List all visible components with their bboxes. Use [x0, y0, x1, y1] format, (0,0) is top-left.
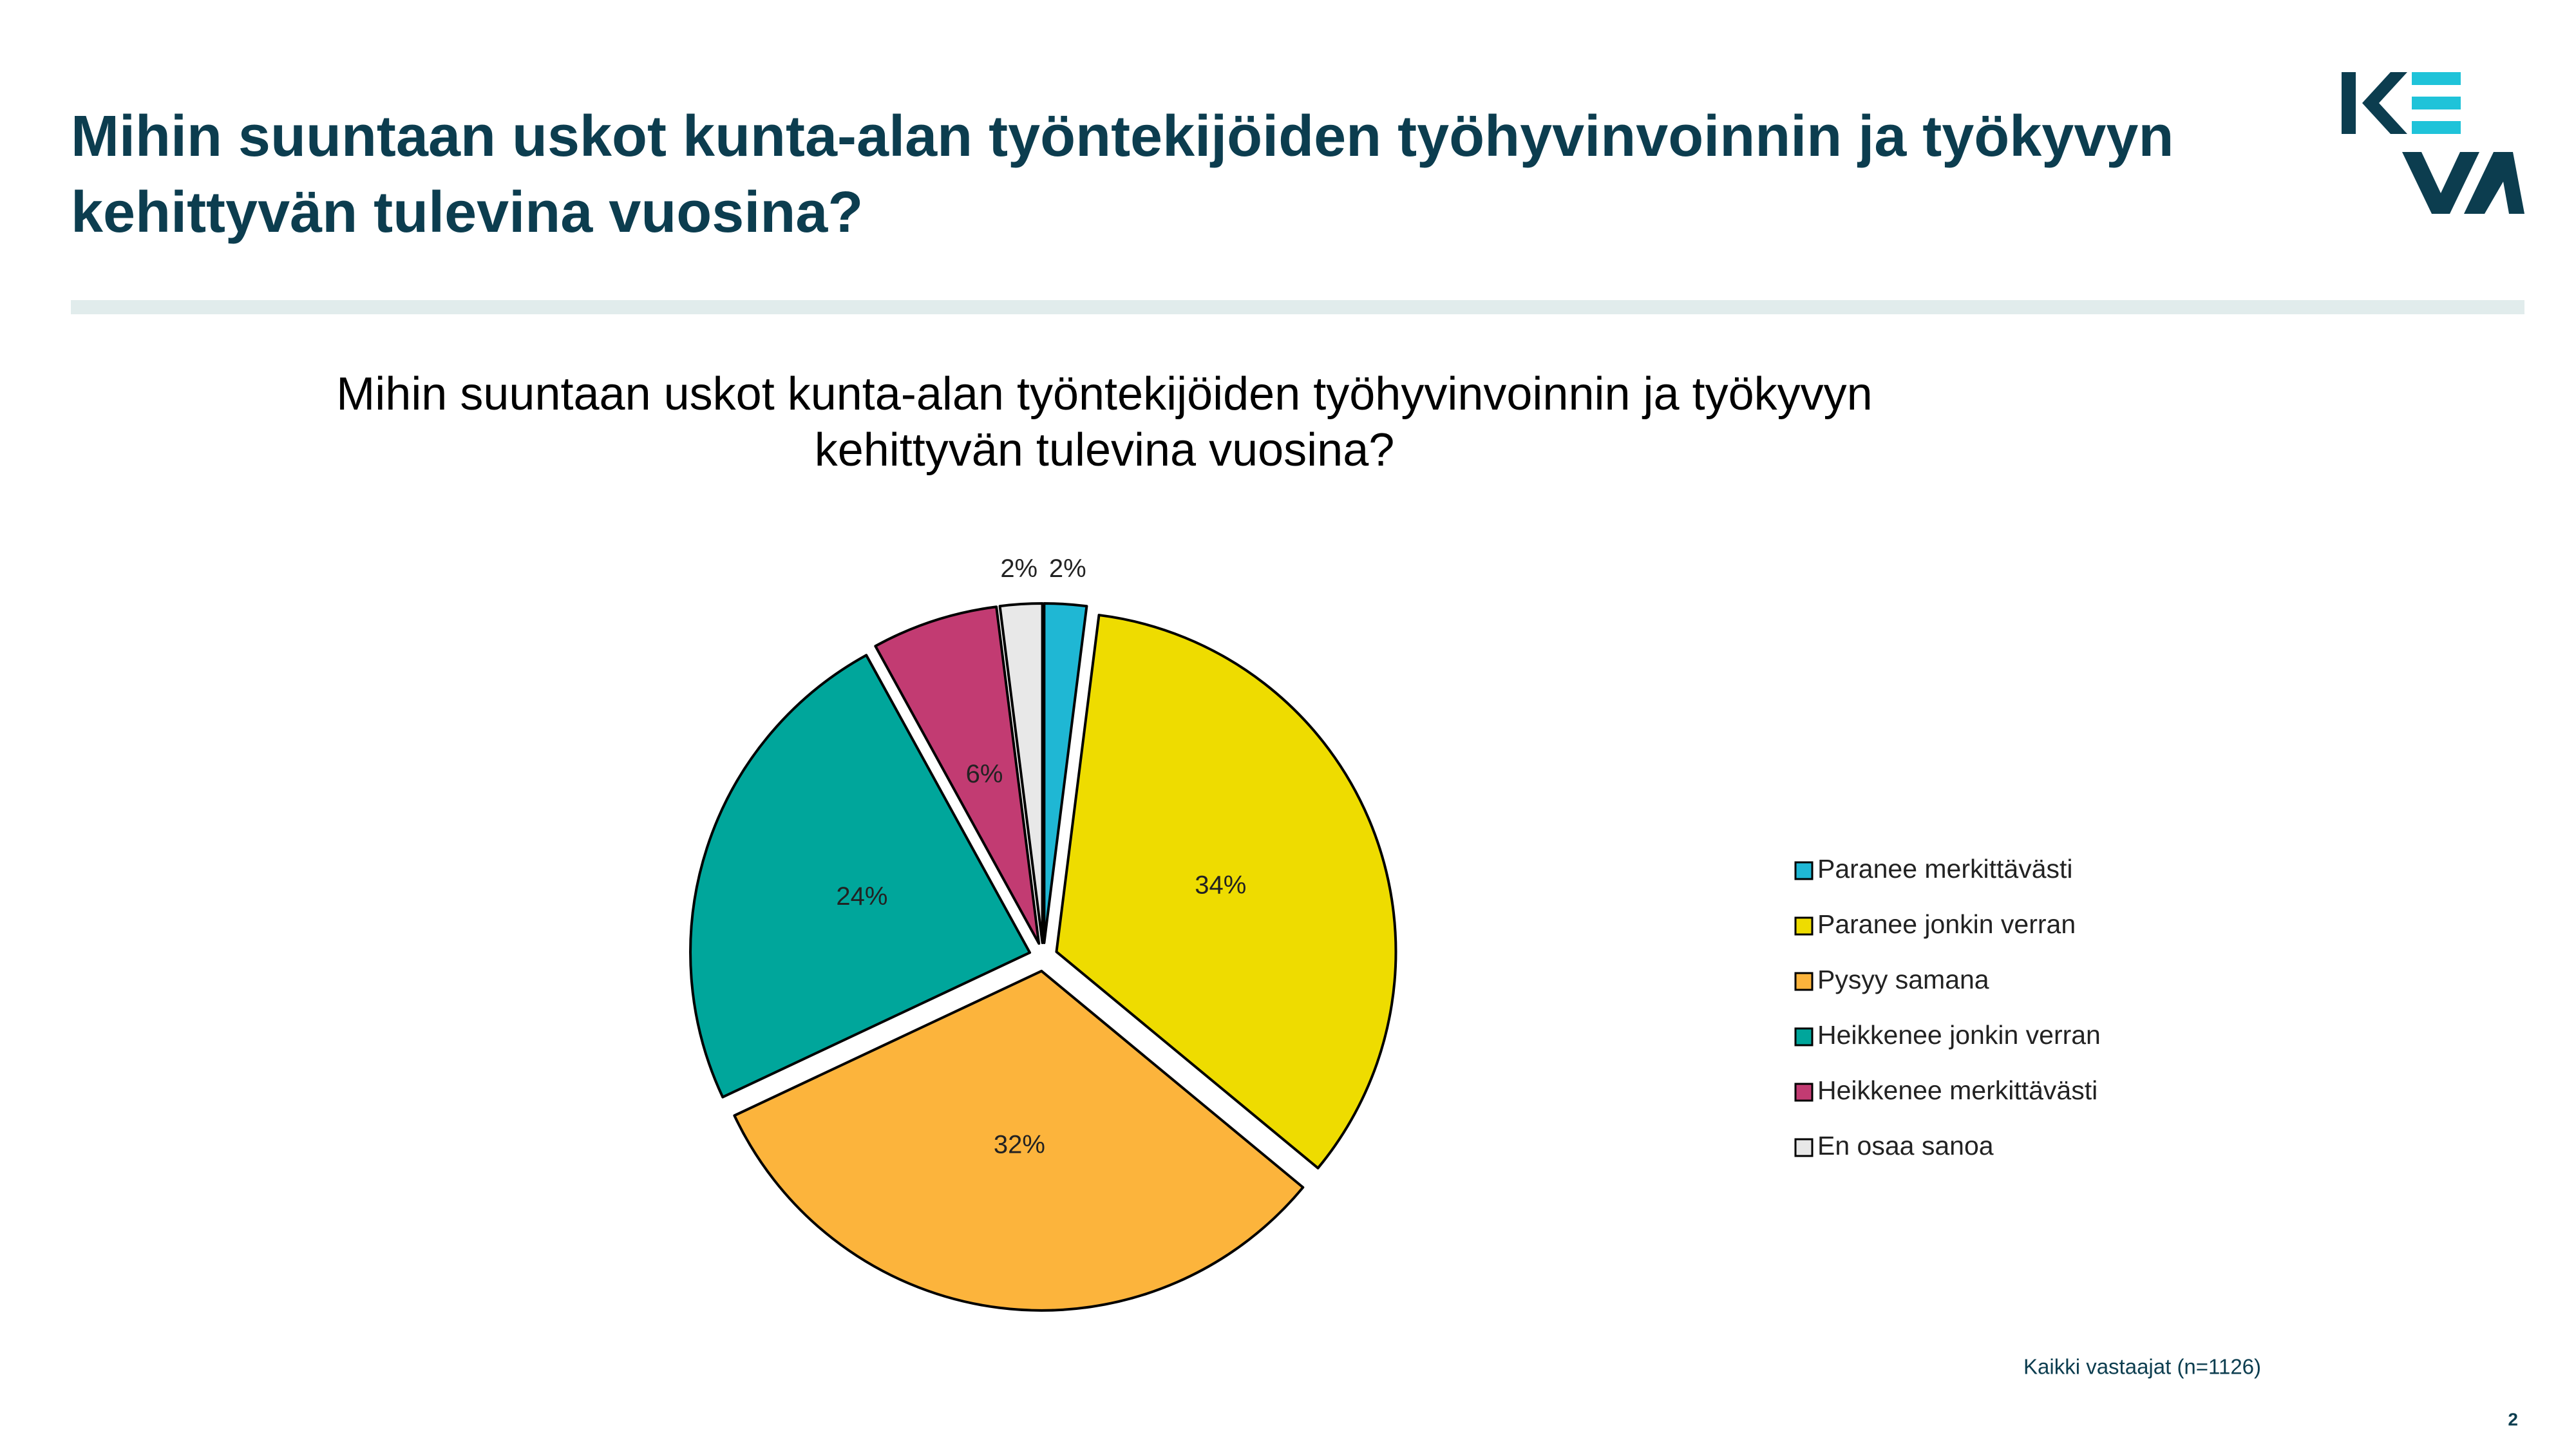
- pie-slice: [733, 969, 1305, 1312]
- pie-slice: [1043, 602, 1088, 945]
- legend-label: Paranee merkittävästi: [1817, 854, 2073, 884]
- pie-slice: [998, 602, 1044, 945]
- legend-swatch: [1794, 1027, 1814, 1046]
- data-label: 34%: [1195, 871, 1246, 900]
- divider: [71, 300, 2524, 314]
- legend-swatch: [1794, 861, 1814, 880]
- legend-label: Heikkenee merkittävästi: [1817, 1075, 2098, 1105]
- pie-slice: [689, 654, 1032, 1099]
- legend-swatch: [1794, 972, 1814, 991]
- logo: [2342, 72, 2524, 214]
- pie-slice: [1055, 614, 1397, 1170]
- chart-title-line: kehittyvän tulevina vuosina?: [815, 424, 1395, 476]
- legend-label: En osaa sanoa: [1817, 1131, 1994, 1160]
- data-label: 2%: [1000, 554, 1037, 583]
- slide-title-line: Mihin suuntaan uskot kunta-alan työnteki…: [71, 104, 2174, 169]
- page-number: 2: [2508, 1409, 2518, 1429]
- slide-title-line: kehittyvän tulevina vuosina?: [71, 180, 863, 245]
- data-label: 2%: [1049, 554, 1086, 583]
- legend-swatch: [1794, 1138, 1814, 1157]
- data-label: 24%: [836, 882, 887, 911]
- chart-title-line: Mihin suuntaan uskot kunta-alan työnteki…: [336, 368, 1872, 420]
- legend-swatch: [1794, 916, 1814, 936]
- pie-slice: [874, 605, 1041, 945]
- legend-swatch: [1794, 1083, 1814, 1102]
- data-label: 32%: [994, 1130, 1045, 1159]
- footnote: Kaikki vastaajat (n=1126): [2023, 1355, 2261, 1379]
- data-label: 6%: [966, 760, 1003, 788]
- legend-label: Paranee jonkin verran: [1817, 909, 2076, 939]
- legend-label: Pysyy samana: [1817, 965, 1989, 994]
- legend-label: Heikkenee jonkin verran: [1817, 1020, 2101, 1050]
